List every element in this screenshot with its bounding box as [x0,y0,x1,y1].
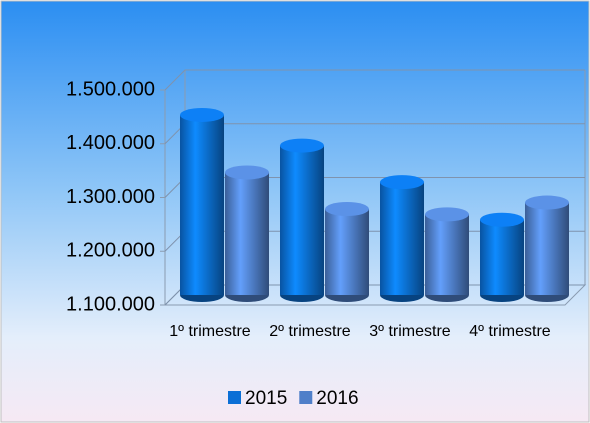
bar [480,219,524,295]
bar-top [525,195,569,210]
legend-label: 2016 [316,388,358,409]
bar-top [480,212,524,227]
y-tick-label: 1.200.000 [66,240,155,262]
bar [380,182,424,295]
bar [525,202,569,295]
bar-top [325,202,369,216]
bar [325,209,369,295]
legend-swatch [228,391,241,404]
bar-top [425,207,469,222]
bar [425,214,469,295]
x-tick-label: 3º trimestre [369,323,451,340]
y-tick-label: 1.100.000 [66,293,155,315]
bar [180,114,224,295]
bar [225,172,269,295]
bar-top [225,165,269,180]
plot-area: 1.100.000 1.200.000 1.300.000 1.400.000 1.50… [66,69,587,315]
x-tick-label: 1º trimestre [169,323,251,340]
grid-line [164,69,585,91]
x-tick-label: 2º trimestre [269,323,351,340]
y-tick-label: 1.500.000 [66,78,155,100]
y-tick-label: 1.300.000 [66,186,155,208]
y-tick-label: 1.400.000 [66,132,155,154]
bar-top [380,175,424,190]
bar-top [180,107,224,122]
bar-top [280,138,324,153]
legend-label: 2015 [245,388,287,409]
bar [280,145,324,295]
x-tick-label: 4º trimestre [469,323,551,340]
legend-swatch [299,391,313,404]
